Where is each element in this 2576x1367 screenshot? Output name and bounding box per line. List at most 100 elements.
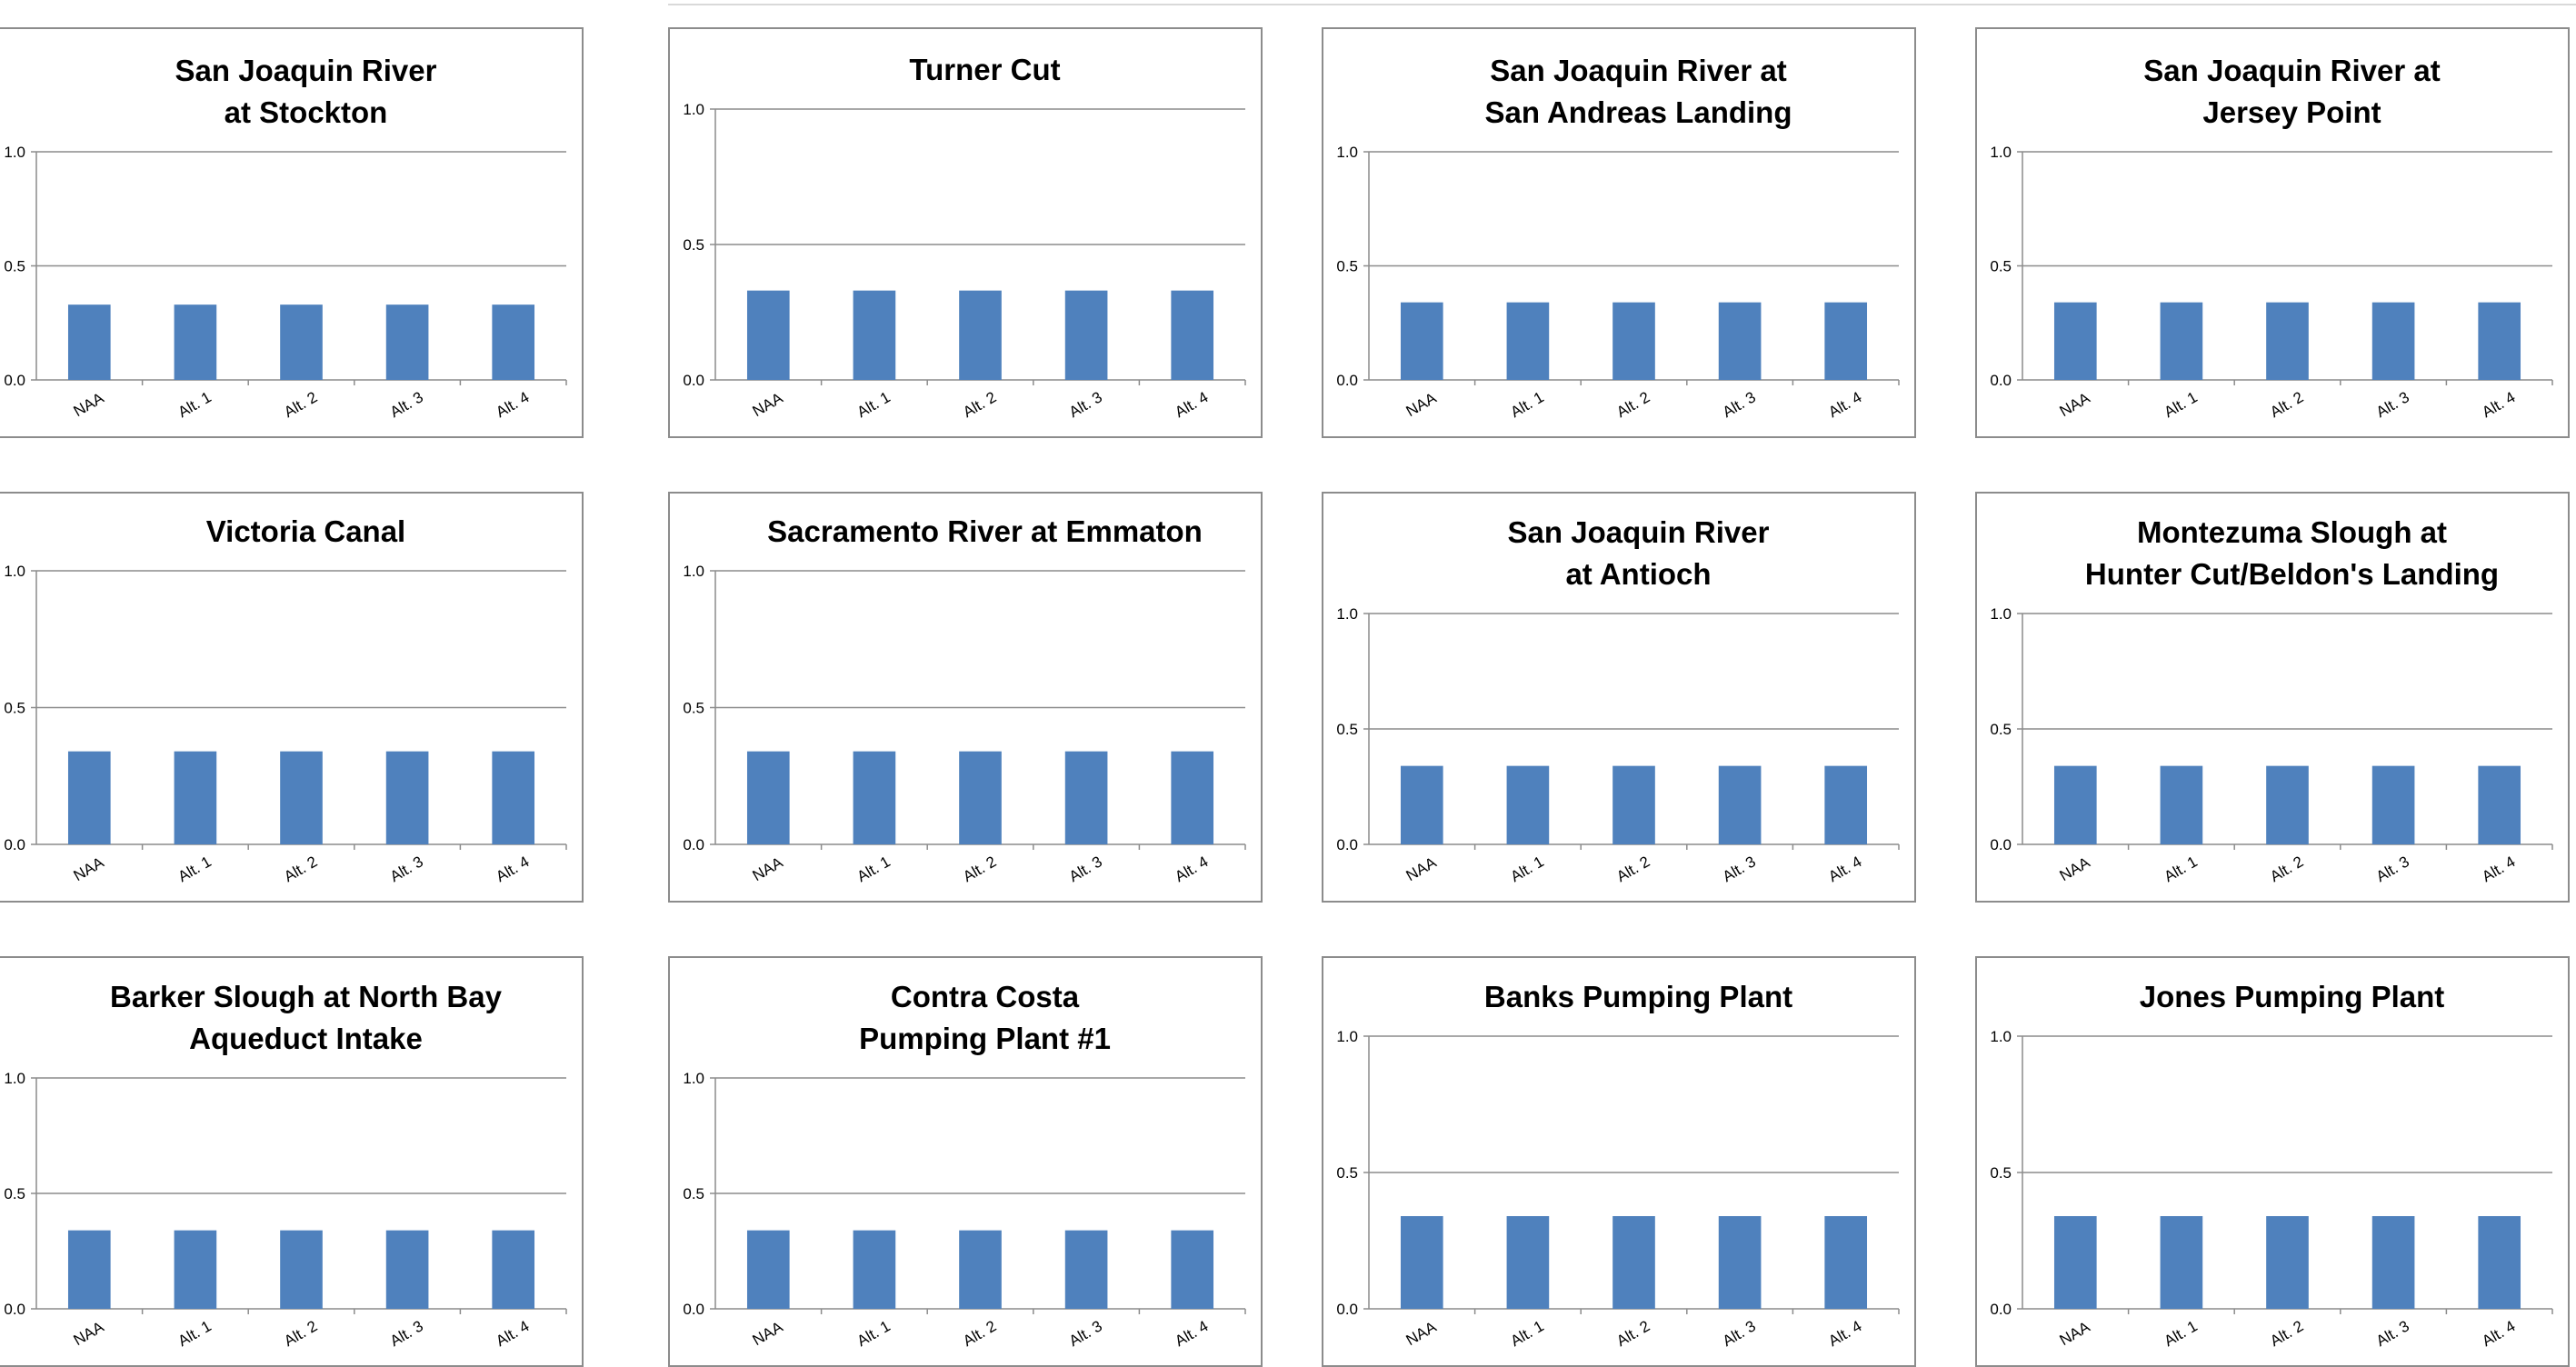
chart-panel: San Joaquin River at Stockton 0.0 0.5 1.0 NAA…: [0, 27, 584, 438]
x-tick-label: NAA: [750, 1318, 786, 1349]
chart-panel: Victoria Canal 0.0 0.5 1.0 NAA Alt. 1 Alt. 2 Al…: [0, 492, 584, 903]
x-tick-label: Alt. 2: [2267, 1317, 2306, 1350]
x-tick-label: NAA: [2057, 1318, 2093, 1349]
bar: [959, 1230, 1002, 1309]
x-tick-label: Alt. 3: [1720, 853, 1759, 885]
chart-title: Jersey Point: [2202, 95, 2381, 129]
x-tick-label: Alt. 1: [1508, 853, 1547, 885]
chart-title: Turner Cut: [909, 53, 1060, 86]
y-tick-label: 1.0: [4, 144, 25, 161]
bar: [1612, 765, 1655, 844]
y-tick-label: 0.5: [683, 236, 704, 254]
bar-chart: Contra Costa Pumping Plant #1 0.0 0.5 1.0 NAA…: [683, 980, 1246, 1350]
y-tick-label: 1.0: [1336, 605, 1358, 623]
x-tick-label: Alt. 1: [2162, 853, 2201, 885]
x-tick-label: Alt. 2: [281, 388, 320, 421]
chart-title: at Antioch: [1565, 557, 1711, 591]
x-tick-label: Alt. 1: [854, 388, 894, 421]
x-tick-label: Alt. 4: [493, 388, 532, 421]
x-tick-label: Alt. 1: [175, 388, 215, 421]
bar: [1824, 1216, 1868, 1309]
x-tick-label: Alt. 2: [960, 853, 999, 885]
y-tick-label: 0.5: [4, 1185, 25, 1202]
y-tick-label: 1.0: [4, 563, 25, 580]
x-tick-label: Alt. 1: [1508, 388, 1547, 421]
x-tick-label: Alt. 4: [2479, 1317, 2518, 1350]
bar: [2371, 1216, 2415, 1309]
bar: [1400, 302, 1443, 380]
x-tick-label: Alt. 3: [387, 388, 426, 421]
bar: [385, 751, 429, 844]
bar: [746, 1230, 790, 1309]
bar-chart: San Joaquin River at San Andreas Landing 0…: [1336, 54, 1900, 421]
x-tick-label: Alt. 2: [281, 1317, 320, 1350]
y-tick-label: 0.5: [1336, 721, 1358, 738]
bar: [959, 751, 1002, 844]
chart-title: Sacramento River at Emmaton: [767, 514, 1203, 548]
bar: [853, 290, 896, 380]
bar: [1064, 751, 1108, 844]
bar: [1171, 290, 1214, 380]
bar-chart: San Joaquin River at Antioch 0.0 0.5 1.0 NAA A…: [1336, 515, 1900, 885]
x-tick-label: Alt. 3: [387, 853, 426, 885]
y-tick-label: 0.0: [1336, 1301, 1358, 1318]
chart-panel: Montezuma Slough at Hunter Cut/Beldon's L…: [1975, 492, 2570, 903]
x-tick-label: Alt. 3: [387, 1317, 426, 1350]
y-tick-label: 0.0: [4, 1301, 25, 1318]
bar: [174, 1230, 217, 1309]
x-tick-label: Alt. 4: [1172, 1317, 1211, 1350]
bar-chart: Sacramento River at Emmaton 0.0 0.5 1.0 NAA A…: [683, 514, 1246, 885]
x-tick-label: Alt. 1: [854, 853, 894, 885]
x-tick-label: Alt. 3: [1066, 853, 1105, 885]
x-tick-label: Alt. 1: [854, 1317, 894, 1350]
chart-panel: Sacramento River at Emmaton 0.0 0.5 1.0 NAA A…: [668, 492, 1263, 903]
y-tick-label: 1.0: [683, 101, 704, 118]
y-tick-label: 0.5: [1990, 1164, 2012, 1182]
chart-panel: San Joaquin River at Antioch 0.0 0.5 1.0 NAA A…: [1322, 492, 1916, 903]
y-tick-label: 0.0: [683, 1301, 704, 1318]
bar: [1506, 765, 1550, 844]
x-tick-label: Alt. 3: [2373, 853, 2412, 885]
x-tick-label: Alt. 3: [1066, 1317, 1105, 1350]
bar: [1506, 1216, 1550, 1309]
x-tick-label: NAA: [1403, 389, 1440, 420]
x-tick-label: Alt. 2: [960, 1317, 999, 1350]
x-tick-label: Alt. 4: [493, 853, 532, 885]
bar-chart: San Joaquin River at Jersey Point 0.0 0.5 1.…: [1990, 54, 2553, 421]
bar: [280, 751, 323, 844]
y-tick-label: 0.0: [1336, 372, 1358, 389]
chart-panel: Jones Pumping Plant 0.0 0.5 1.0 NAA Alt. 1 Alt…: [1975, 956, 2570, 1367]
x-tick-label: Alt. 4: [1825, 853, 1864, 885]
bar: [1718, 302, 1762, 380]
chart-panel: San Joaquin River at San Andreas Landing 0…: [1322, 27, 1916, 438]
bar: [174, 304, 217, 380]
x-tick-label: Alt. 2: [1613, 388, 1652, 421]
bar: [1171, 1230, 1214, 1309]
chart-title: at Stockton: [225, 95, 388, 129]
x-tick-label: Alt. 1: [2162, 1317, 2201, 1350]
x-tick-label: Alt. 4: [2479, 388, 2518, 421]
chart-title: Aqueduct Intake: [189, 1022, 423, 1055]
chart-panel: Turner Cut 0.0 0.5 1.0 NAA Alt. 1 Alt. 2 Alt. 3…: [668, 27, 1263, 438]
bar: [1824, 302, 1868, 380]
x-tick-label: NAA: [750, 853, 786, 884]
chart-title: Banks Pumping Plant: [1484, 980, 1792, 1013]
y-tick-label: 0.5: [1990, 258, 2012, 275]
bar: [280, 1230, 323, 1309]
x-tick-label: Alt. 4: [1172, 388, 1211, 421]
x-tick-label: Alt. 3: [1720, 1317, 1759, 1350]
chart-panel: Contra Costa Pumping Plant #1 0.0 0.5 1.0 NAA…: [668, 956, 1263, 1367]
x-tick-label: NAA: [2057, 389, 2093, 420]
chart-title: San Joaquin River at: [1490, 54, 1786, 87]
y-tick-label: 0.0: [4, 836, 25, 853]
x-tick-label: Alt. 4: [1825, 1317, 1864, 1350]
x-tick-label: Alt. 1: [175, 1317, 215, 1350]
bar-chart: Montezuma Slough at Hunter Cut/Beldon's L…: [1990, 515, 2553, 885]
bar: [1064, 1230, 1108, 1309]
bar: [1506, 302, 1550, 380]
y-tick-label: 0.5: [1990, 721, 2012, 738]
x-tick-label: Alt. 3: [2373, 1317, 2412, 1350]
x-tick-label: NAA: [71, 1318, 107, 1349]
bar: [67, 304, 111, 380]
